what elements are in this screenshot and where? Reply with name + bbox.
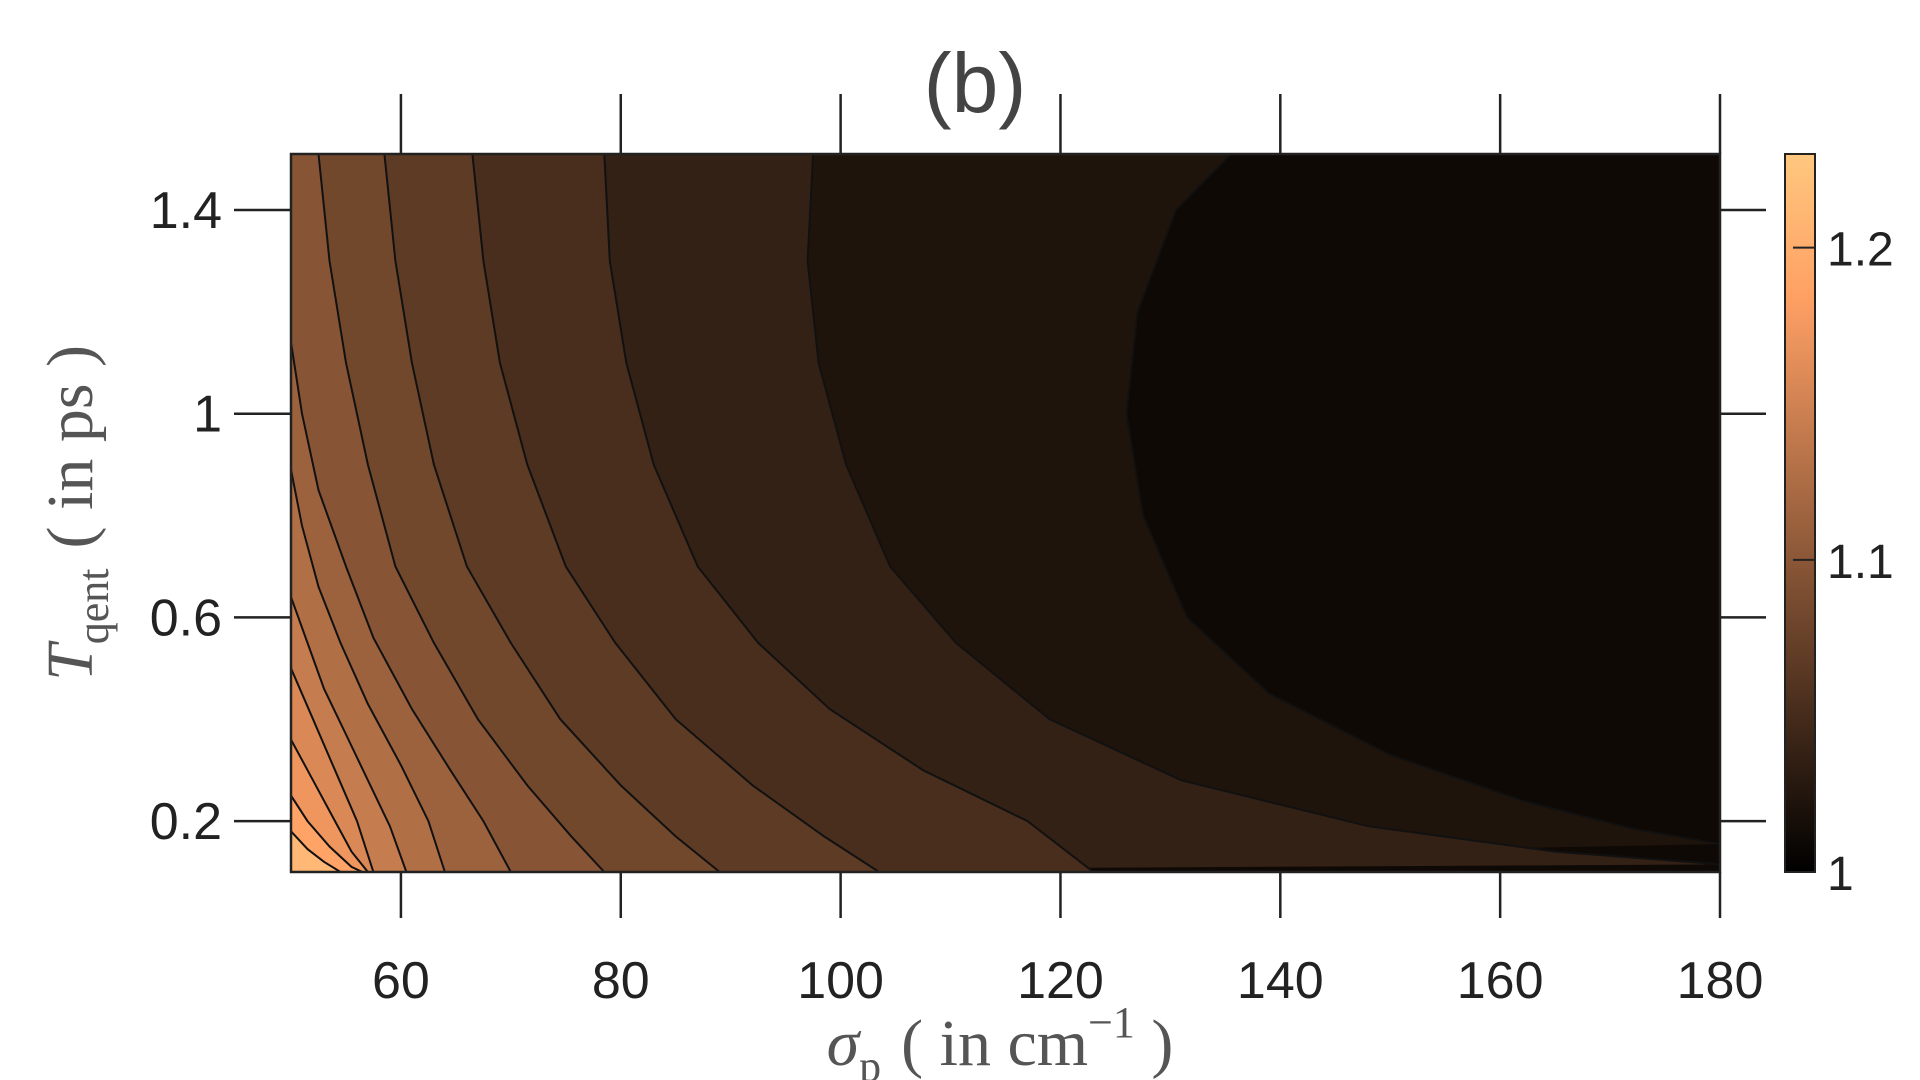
colorbar-ticks: 1 1.1 1.2 — [1793, 224, 1894, 901]
plot-frame — [289, 152, 1722, 874]
contour-line — [471, 154, 880, 872]
y-tick-label: 0.6 — [150, 589, 222, 647]
x-tick-label: 120 — [1017, 952, 1104, 1010]
contour-line — [603, 154, 1095, 872]
colorbar-gradient — [1784, 153, 1816, 873]
x-axis-ticks: 60 80 100 120 140 160 180 — [372, 94, 1763, 1010]
x-tick-label: 160 — [1457, 952, 1544, 1010]
contour-line — [317, 154, 606, 872]
colorbar-tick-label: 1.1 — [1827, 536, 1894, 589]
x-axis-superscript: −1 — [1088, 998, 1135, 1047]
x-tick-label: 100 — [797, 952, 884, 1010]
contour-band — [291, 154, 368, 872]
y-axis-subscript: qent — [69, 569, 118, 645]
contour-line — [291, 342, 512, 872]
y-tick-label: 1 — [193, 386, 222, 444]
colorbar-tick-label: 1.2 — [1827, 224, 1894, 277]
x-tick-label: 60 — [372, 952, 430, 1010]
contour-line — [291, 830, 342, 872]
y-axis-symbol: T — [34, 640, 107, 681]
y-axis-label: Tqent ( in ps ) — [34, 345, 118, 681]
contour-line — [291, 667, 375, 872]
chart-title: (b) — [924, 36, 1027, 130]
x-axis-unit: ( in cm — [901, 1007, 1088, 1080]
plot-area: 60 80 100 120 140 160 180 0.2 0.6 1 1.4 — [150, 94, 1766, 1010]
x-axis-unit-close: ) — [1135, 1007, 1173, 1080]
contour-line — [291, 739, 369, 872]
x-tick-label: 180 — [1677, 952, 1764, 1010]
colorbar: 1 1.1 1.2 — [1784, 153, 1894, 901]
contour-lines — [291, 154, 1720, 872]
contour-line — [291, 795, 363, 872]
contour-line — [383, 154, 721, 872]
contour-line — [806, 154, 1720, 866]
y-tick-label: 0.2 — [150, 793, 222, 851]
contour-bands — [291, 154, 1720, 872]
contour-line — [1125, 154, 1720, 845]
contour-band — [291, 154, 445, 872]
y-tick-label: 1.4 — [150, 182, 222, 240]
contour-line — [291, 596, 408, 872]
x-axis-subscript: p — [859, 1042, 881, 1080]
contour-line — [291, 469, 446, 872]
x-tick-label: 80 — [592, 952, 650, 1010]
colorbar-tick-label: 1 — [1827, 848, 1854, 901]
y-axis-ticks: 0.2 0.6 1 1.4 — [150, 182, 1766, 851]
x-axis-symbol: σ — [827, 1007, 862, 1080]
x-axis-label: σp ( in cm−1 ) — [827, 998, 1174, 1080]
contour-band — [291, 154, 407, 872]
y-axis-unit: ( in ps ) — [34, 345, 107, 548]
x-tick-label: 140 — [1237, 952, 1324, 1010]
